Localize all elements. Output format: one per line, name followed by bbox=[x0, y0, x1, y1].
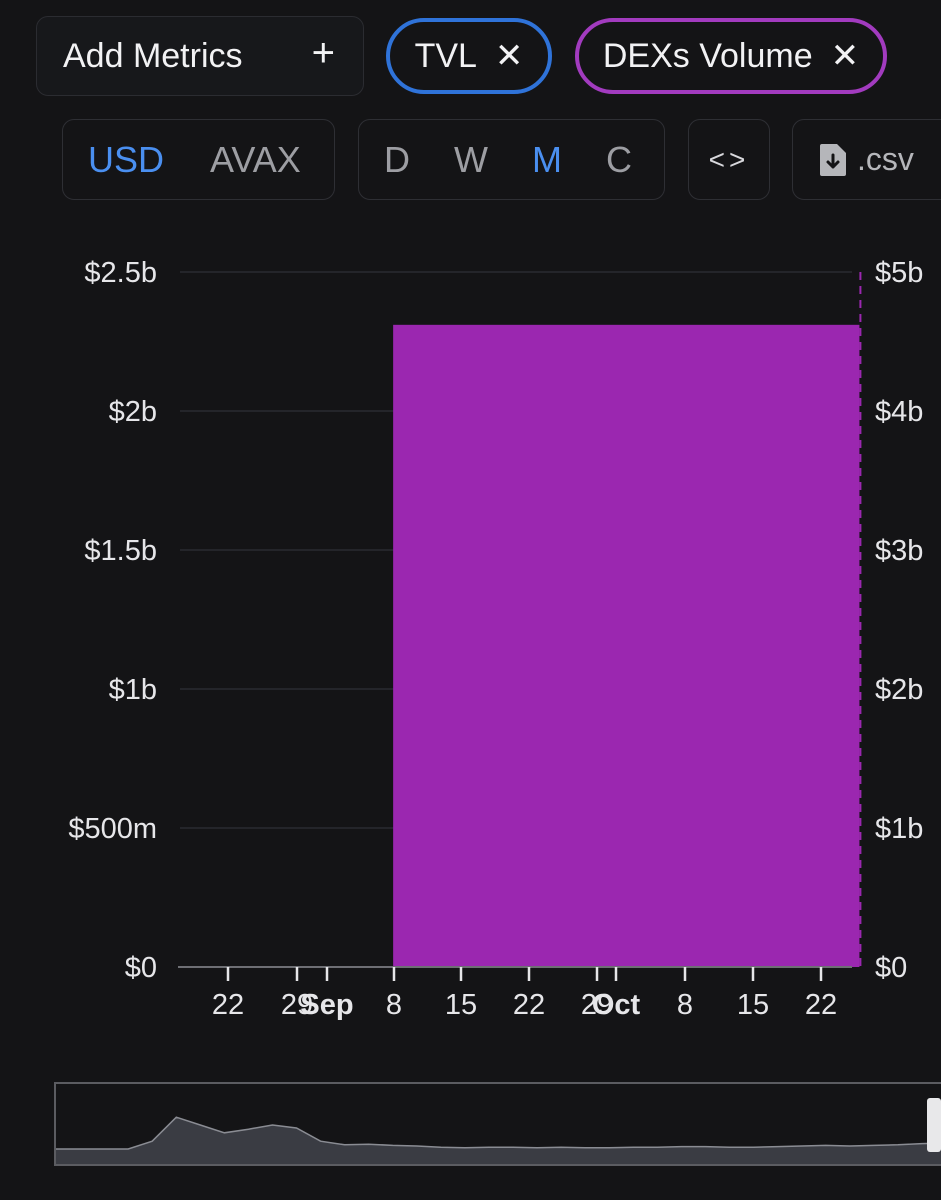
x-axis-tick-label: 22 bbox=[805, 989, 837, 1021]
x-axis-tick-label: 29 bbox=[281, 989, 313, 1021]
period-option-m[interactable]: M bbox=[531, 138, 562, 180]
csv-download-button[interactable]: .csv bbox=[792, 119, 941, 200]
period-toggle: D W M C bbox=[358, 119, 665, 200]
currency-option-usd[interactable]: USD bbox=[88, 138, 165, 180]
x-axis-tick-label: Oct bbox=[592, 989, 641, 1021]
right-axis-tick-label: $0 bbox=[875, 952, 907, 984]
x-axis-tick-label: Sep bbox=[300, 989, 353, 1021]
embed-button[interactable]: <> bbox=[688, 119, 770, 200]
currency-toggle: USD AVAX bbox=[62, 119, 335, 200]
right-axis-tick-label: $3b bbox=[875, 535, 923, 567]
plus-icon: + bbox=[311, 31, 335, 75]
left-axis-tick-label: $1b bbox=[109, 674, 157, 706]
x-axis-tick-label: 22 bbox=[513, 989, 545, 1021]
right-axis-tick-label: $2b bbox=[875, 674, 923, 706]
close-icon[interactable]: ✕ bbox=[494, 37, 524, 75]
period-option-w[interactable]: W bbox=[454, 138, 488, 180]
metric-chip-label: TVL bbox=[414, 36, 477, 75]
file-download-icon bbox=[820, 143, 846, 176]
right-axis-tick-label: $5b bbox=[875, 257, 923, 289]
brush-handle[interactable] bbox=[927, 1098, 941, 1152]
add-metrics-button[interactable]: Add Metrics + bbox=[36, 16, 364, 96]
right-axis-tick-label: $4b bbox=[875, 396, 923, 428]
x-axis-tick-label: 15 bbox=[737, 989, 769, 1021]
period-option-d[interactable]: D bbox=[384, 138, 410, 180]
overview-sparkline bbox=[56, 1116, 941, 1164]
csv-label: .csv bbox=[857, 141, 914, 177]
left-axis-tick-label: $2.5b bbox=[84, 257, 157, 289]
left-axis-tick-label: $1.5b bbox=[84, 535, 157, 567]
x-axis-tick-label: 15 bbox=[445, 989, 477, 1021]
left-axis-tick-label: $0 bbox=[125, 952, 157, 984]
metric-chip-tvl[interactable]: TVL ✕ bbox=[386, 18, 552, 94]
x-axis-tick-label: 8 bbox=[677, 989, 693, 1021]
bar-dexs-volume bbox=[393, 324, 860, 967]
period-option-c[interactable]: C bbox=[605, 138, 632, 180]
overview-brush[interactable] bbox=[54, 1082, 941, 1166]
currency-option-avax[interactable]: AVAX bbox=[210, 138, 301, 180]
left-axis-tick-label: $500m bbox=[68, 813, 157, 845]
overview-line bbox=[56, 1116, 941, 1150]
right-axis-tick-label: $1b bbox=[875, 813, 923, 845]
overview-area bbox=[56, 1117, 941, 1164]
metric-chip-label: DEXs Volume bbox=[602, 36, 813, 75]
metric-chip-dexs-volume[interactable]: DEXs Volume ✕ bbox=[575, 18, 887, 94]
x-axis-tick-label: 8 bbox=[386, 989, 402, 1021]
x-axis-tick-label: 29 bbox=[581, 989, 613, 1021]
close-icon[interactable]: ✕ bbox=[830, 37, 860, 75]
code-icon: <> bbox=[708, 143, 750, 175]
x-axis-tick-label: 22 bbox=[212, 989, 244, 1021]
add-metrics-label: Add Metrics bbox=[63, 36, 243, 75]
left-axis-tick-label: $2b bbox=[109, 396, 157, 428]
